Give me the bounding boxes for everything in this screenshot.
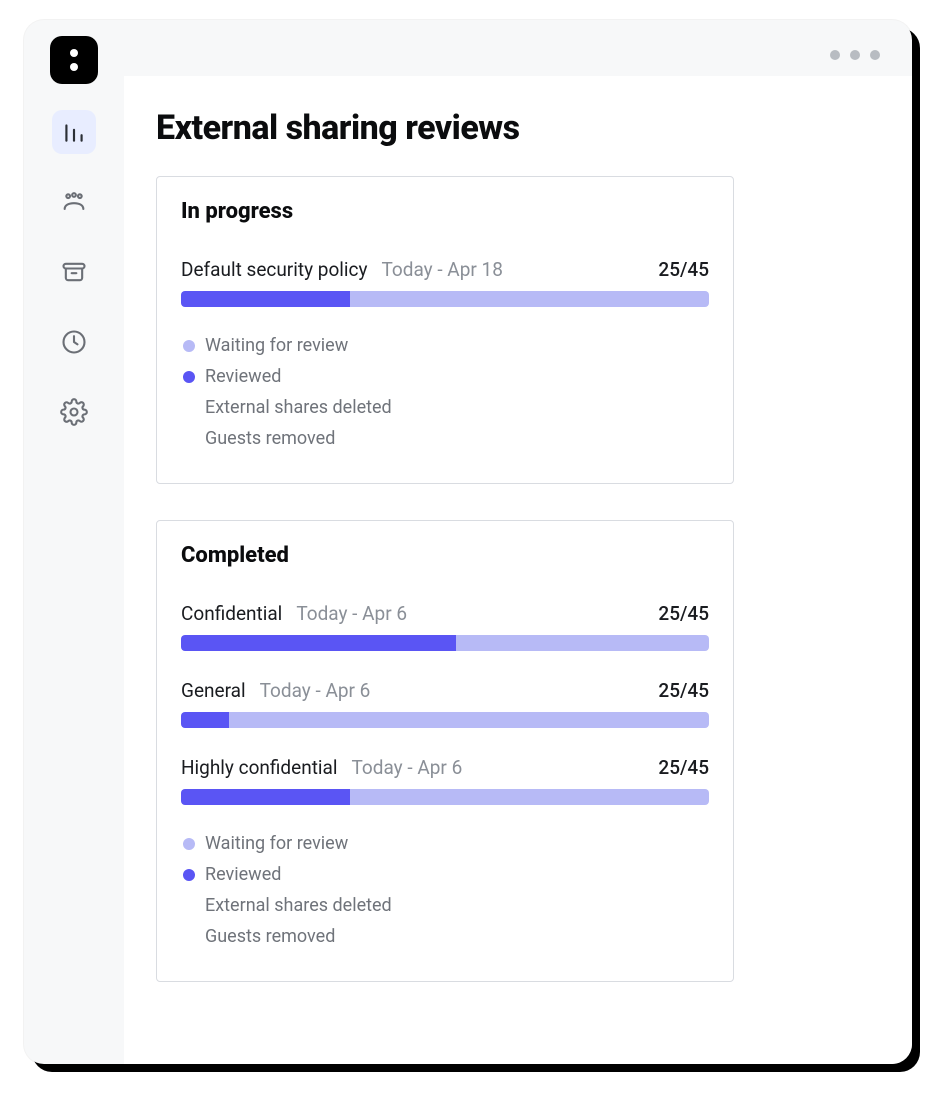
progress-bar <box>181 291 709 307</box>
sidebar <box>24 20 124 1064</box>
window-dot <box>850 50 860 60</box>
legend-waiting: Waiting for review <box>181 335 709 356</box>
legend-reviewed: Reviewed <box>181 864 709 885</box>
progress-bar <box>181 789 709 805</box>
review-name: Highly confidential <box>181 756 338 779</box>
card-completed: Completed Confidential Today - Apr 6 25/… <box>156 520 734 982</box>
legend-label: Guests removed <box>205 926 335 947</box>
legend-label: Guests removed <box>205 428 335 449</box>
progress-bar <box>181 635 709 651</box>
progress-rest <box>350 291 709 307</box>
review-count: 25/45 <box>658 258 709 281</box>
window-dot <box>870 50 880 60</box>
legend-dot-waiting <box>183 838 195 850</box>
progress-done <box>181 789 350 805</box>
progress-rest <box>350 789 709 805</box>
clock-icon <box>60 328 88 356</box>
legend-guests-removed: Guests removed <box>181 428 709 449</box>
nav-settings[interactable] <box>52 390 96 434</box>
window-dot <box>830 50 840 60</box>
review-item[interactable]: Default security policy Today - Apr 18 2… <box>181 258 709 307</box>
legend-dot-reviewed <box>183 371 195 383</box>
archive-icon <box>60 258 88 286</box>
legend-dot-reviewed <box>183 869 195 881</box>
legend: Waiting for review Reviewed External sha… <box>181 335 709 449</box>
gear-icon <box>60 398 88 426</box>
review-date: Today - Apr 6 <box>260 679 371 702</box>
legend-label: Reviewed <box>205 864 281 885</box>
review-date: Today - Apr 6 <box>296 602 407 625</box>
progress-done <box>181 635 456 651</box>
legend-label: Waiting for review <box>205 335 348 356</box>
legend: Waiting for review Reviewed External sha… <box>181 833 709 947</box>
legend-label: External shares deleted <box>205 397 392 418</box>
review-item[interactable]: General Today - Apr 6 25/45 <box>181 679 709 728</box>
app-logo[interactable] <box>50 36 98 84</box>
legend-shares-deleted: External shares deleted <box>181 895 709 916</box>
bar-chart-icon <box>61 119 87 145</box>
review-item[interactable]: Highly confidential Today - Apr 6 25/45 <box>181 756 709 805</box>
app-window: External sharing reviews In progress Def… <box>24 20 912 1064</box>
review-name: Confidential <box>181 602 282 625</box>
review-name: Default security policy <box>181 258 367 281</box>
legend-label: External shares deleted <box>205 895 392 916</box>
card-title: Completed <box>181 543 709 568</box>
legend-shares-deleted: External shares deleted <box>181 397 709 418</box>
nav-archive[interactable] <box>52 250 96 294</box>
main-content: External sharing reviews In progress Def… <box>124 76 912 1064</box>
review-item[interactable]: Confidential Today - Apr 6 25/45 <box>181 602 709 651</box>
page-title: External sharing reviews <box>156 108 880 148</box>
review-count: 25/45 <box>658 679 709 702</box>
nav-activity[interactable] <box>52 320 96 364</box>
legend-waiting: Waiting for review <box>181 833 709 854</box>
legend-reviewed: Reviewed <box>181 366 709 387</box>
progress-bar <box>181 712 709 728</box>
card-title: In progress <box>181 199 709 224</box>
card-in-progress: In progress Default security policy Toda… <box>156 176 734 484</box>
review-name: General <box>181 679 246 702</box>
nav-users[interactable] <box>52 180 96 224</box>
window-dots <box>830 50 880 60</box>
progress-done <box>181 291 350 307</box>
review-date: Today - Apr 6 <box>352 756 463 779</box>
review-count: 25/45 <box>658 602 709 625</box>
legend-label: Waiting for review <box>205 833 348 854</box>
progress-done <box>181 712 229 728</box>
nav-reports[interactable] <box>52 110 96 154</box>
users-icon <box>60 188 88 216</box>
progress-rest <box>229 712 709 728</box>
review-date: Today - Apr 18 <box>381 258 502 281</box>
legend-guests-removed: Guests removed <box>181 926 709 947</box>
legend-dot-waiting <box>183 340 195 352</box>
progress-rest <box>456 635 709 651</box>
review-count: 25/45 <box>658 756 709 779</box>
legend-label: Reviewed <box>205 366 281 387</box>
